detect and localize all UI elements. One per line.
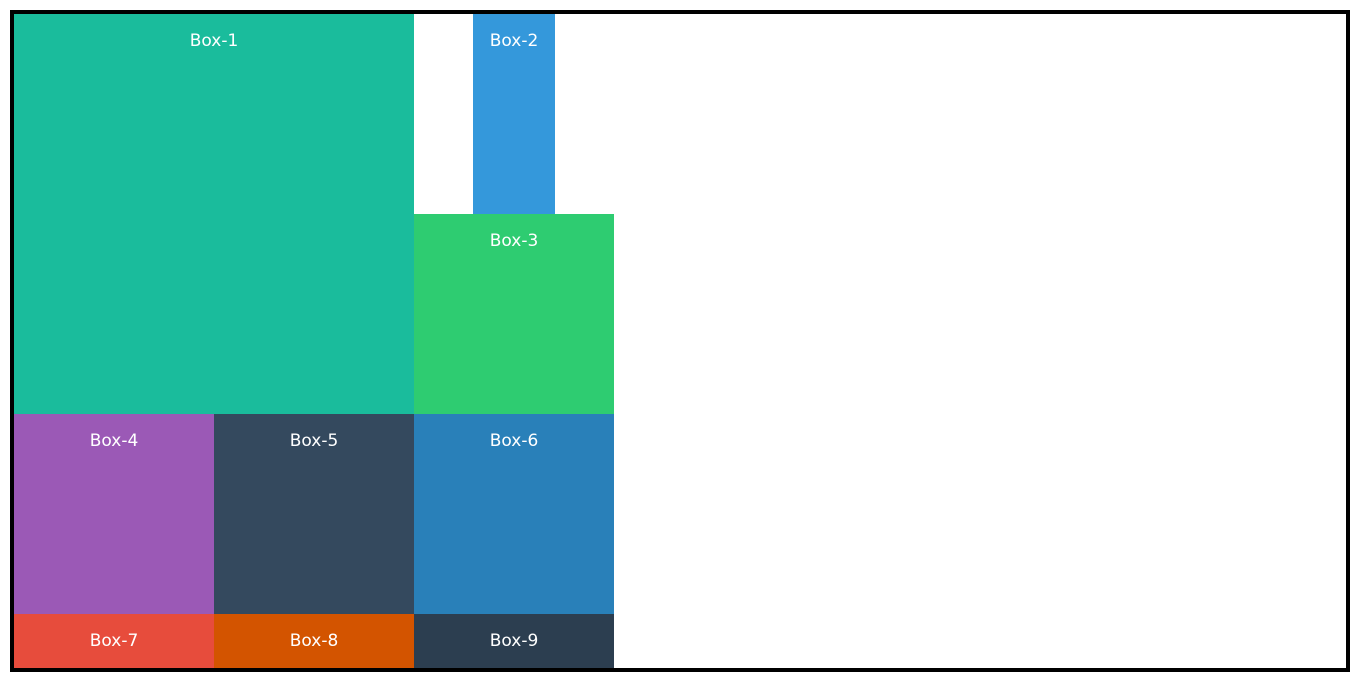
box-9: Box-9 — [414, 614, 614, 668]
box-5: Box-5 — [214, 414, 414, 614]
box-1: Box-1 — [14, 14, 414, 414]
box-2: Box-2 — [473, 14, 555, 214]
box-4: Box-4 — [14, 414, 214, 614]
box-7: Box-7 — [14, 614, 214, 668]
box-8: Box-8 — [214, 614, 414, 668]
box-3: Box-3 — [414, 214, 614, 414]
grid-container: Box-1 Box-2 Box-3 Box-4 Box-5 Box-6 Box-… — [10, 10, 1350, 672]
box-6: Box-6 — [414, 414, 614, 614]
